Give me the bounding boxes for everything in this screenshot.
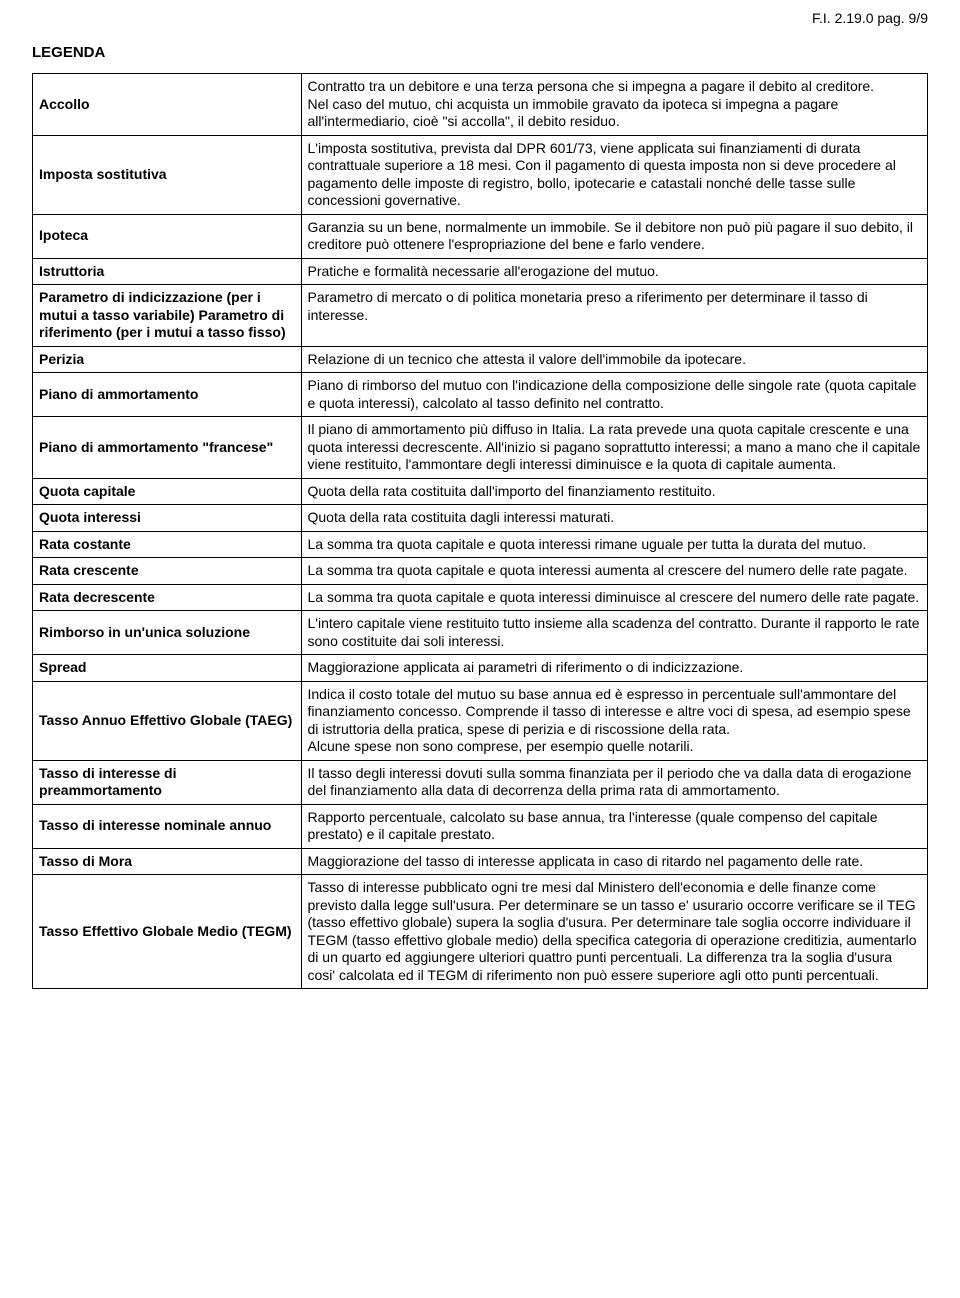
glossary-definition: L'imposta sostitutiva, prevista dal DPR … — [301, 135, 928, 214]
table-row: Tasso Annuo Effettivo Globale (TAEG)Indi… — [33, 681, 928, 760]
table-row: Piano di ammortamentoPiano di rimborso d… — [33, 373, 928, 417]
table-row: Tasso Effettivo Globale Medio (TEGM)Tass… — [33, 875, 928, 989]
table-row: IstruttoriaPratiche e formalità necessar… — [33, 258, 928, 285]
page-number: F.I. 2.19.0 pag. 9/9 — [812, 10, 928, 26]
glossary-term: Parametro di indicizzazione (per i mutui… — [33, 285, 302, 347]
glossary-definition: Maggiorazione applicata ai parametri di … — [301, 655, 928, 682]
glossary-definition: Pratiche e formalità necessarie all'erog… — [301, 258, 928, 285]
glossary-definition: Garanzia su un bene, normalmente un immo… — [301, 214, 928, 258]
glossary-term: Tasso Annuo Effettivo Globale (TAEG) — [33, 681, 302, 760]
glossary-definition: Maggiorazione del tasso di interesse app… — [301, 848, 928, 875]
glossary-term: Accollo — [33, 74, 302, 136]
glossary-term: Tasso di interesse di preammortamento — [33, 760, 302, 804]
glossary-term: Rimborso in un'unica soluzione — [33, 611, 302, 655]
glossary-term: Quota capitale — [33, 478, 302, 505]
glossary-term: Piano di ammortamento — [33, 373, 302, 417]
glossary-term: Quota interessi — [33, 505, 302, 532]
glossary-term: Tasso Effettivo Globale Medio (TEGM) — [33, 875, 302, 989]
table-row: PeriziaRelazione di un tecnico che attes… — [33, 346, 928, 373]
table-row: Quota capitaleQuota della rata costituit… — [33, 478, 928, 505]
glossary-definition: Rapporto percentuale, calcolato su base … — [301, 804, 928, 848]
glossary-definition: Quota della rata costituita dagli intere… — [301, 505, 928, 532]
table-row: Tasso di interesse nominale annuoRapport… — [33, 804, 928, 848]
glossary-definition: Piano di rimborso del mutuo con l'indica… — [301, 373, 928, 417]
page: F.I. 2.19.0 pag. 9/9 LEGENDA AccolloCont… — [0, 0, 960, 1298]
glossary-term: Piano di ammortamento "francese" — [33, 417, 302, 479]
glossary-term: Imposta sostitutiva — [33, 135, 302, 214]
glossary-definition: Quota della rata costituita dall'importo… — [301, 478, 928, 505]
table-row: SpreadMaggiorazione applicata ai paramet… — [33, 655, 928, 682]
glossary-definition: La somma tra quota capitale e quota inte… — [301, 584, 928, 611]
glossary-definition: Il tasso degli interessi dovuti sulla so… — [301, 760, 928, 804]
glossary-definition: La somma tra quota capitale e quota inte… — [301, 558, 928, 585]
table-row: Rata costanteLa somma tra quota capitale… — [33, 531, 928, 558]
table-row: Parametro di indicizzazione (per i mutui… — [33, 285, 928, 347]
table-row: Imposta sostitutivaL'imposta sostitutiva… — [33, 135, 928, 214]
glossary-term: Rata costante — [33, 531, 302, 558]
glossary-definition: Tasso di interesse pubblicato ogni tre m… — [301, 875, 928, 989]
table-row: Tasso di MoraMaggiorazione del tasso di … — [33, 848, 928, 875]
glossary-definition: Parametro di mercato o di politica monet… — [301, 285, 928, 347]
table-row: Piano di ammortamento "francese"Il piano… — [33, 417, 928, 479]
glossary-term: Ipoteca — [33, 214, 302, 258]
glossary-term: Spread — [33, 655, 302, 682]
table-row: Tasso di interesse di preammortamentoIl … — [33, 760, 928, 804]
glossary-definition: Relazione di un tecnico che attesta il v… — [301, 346, 928, 373]
glossary-term: Tasso di Mora — [33, 848, 302, 875]
glossary-term: Rata crescente — [33, 558, 302, 585]
table-row: AccolloContratto tra un debitore e una t… — [33, 74, 928, 136]
glossary-definition: La somma tra quota capitale e quota inte… — [301, 531, 928, 558]
table-row: Quota interessiQuota della rata costitui… — [33, 505, 928, 532]
glossary-term: Istruttoria — [33, 258, 302, 285]
table-row: Rata crescenteLa somma tra quota capital… — [33, 558, 928, 585]
glossary-definition: Indica il costo totale del mutuo su base… — [301, 681, 928, 760]
table-row: Rimborso in un'unica soluzioneL'intero c… — [33, 611, 928, 655]
glossary-term: Perizia — [33, 346, 302, 373]
glossary-definition: L'intero capitale viene restituito tutto… — [301, 611, 928, 655]
glossary-table: AccolloContratto tra un debitore e una t… — [32, 73, 928, 989]
glossary-term: Tasso di interesse nominale annuo — [33, 804, 302, 848]
table-row: IpotecaGaranzia su un bene, normalmente … — [33, 214, 928, 258]
table-row: Rata decrescenteLa somma tra quota capit… — [33, 584, 928, 611]
legend-title: LEGENDA — [32, 44, 928, 61]
glossary-term: Rata decrescente — [33, 584, 302, 611]
glossary-definition: Il piano di ammortamento più diffuso in … — [301, 417, 928, 479]
glossary-definition: Contratto tra un debitore e una terza pe… — [301, 74, 928, 136]
